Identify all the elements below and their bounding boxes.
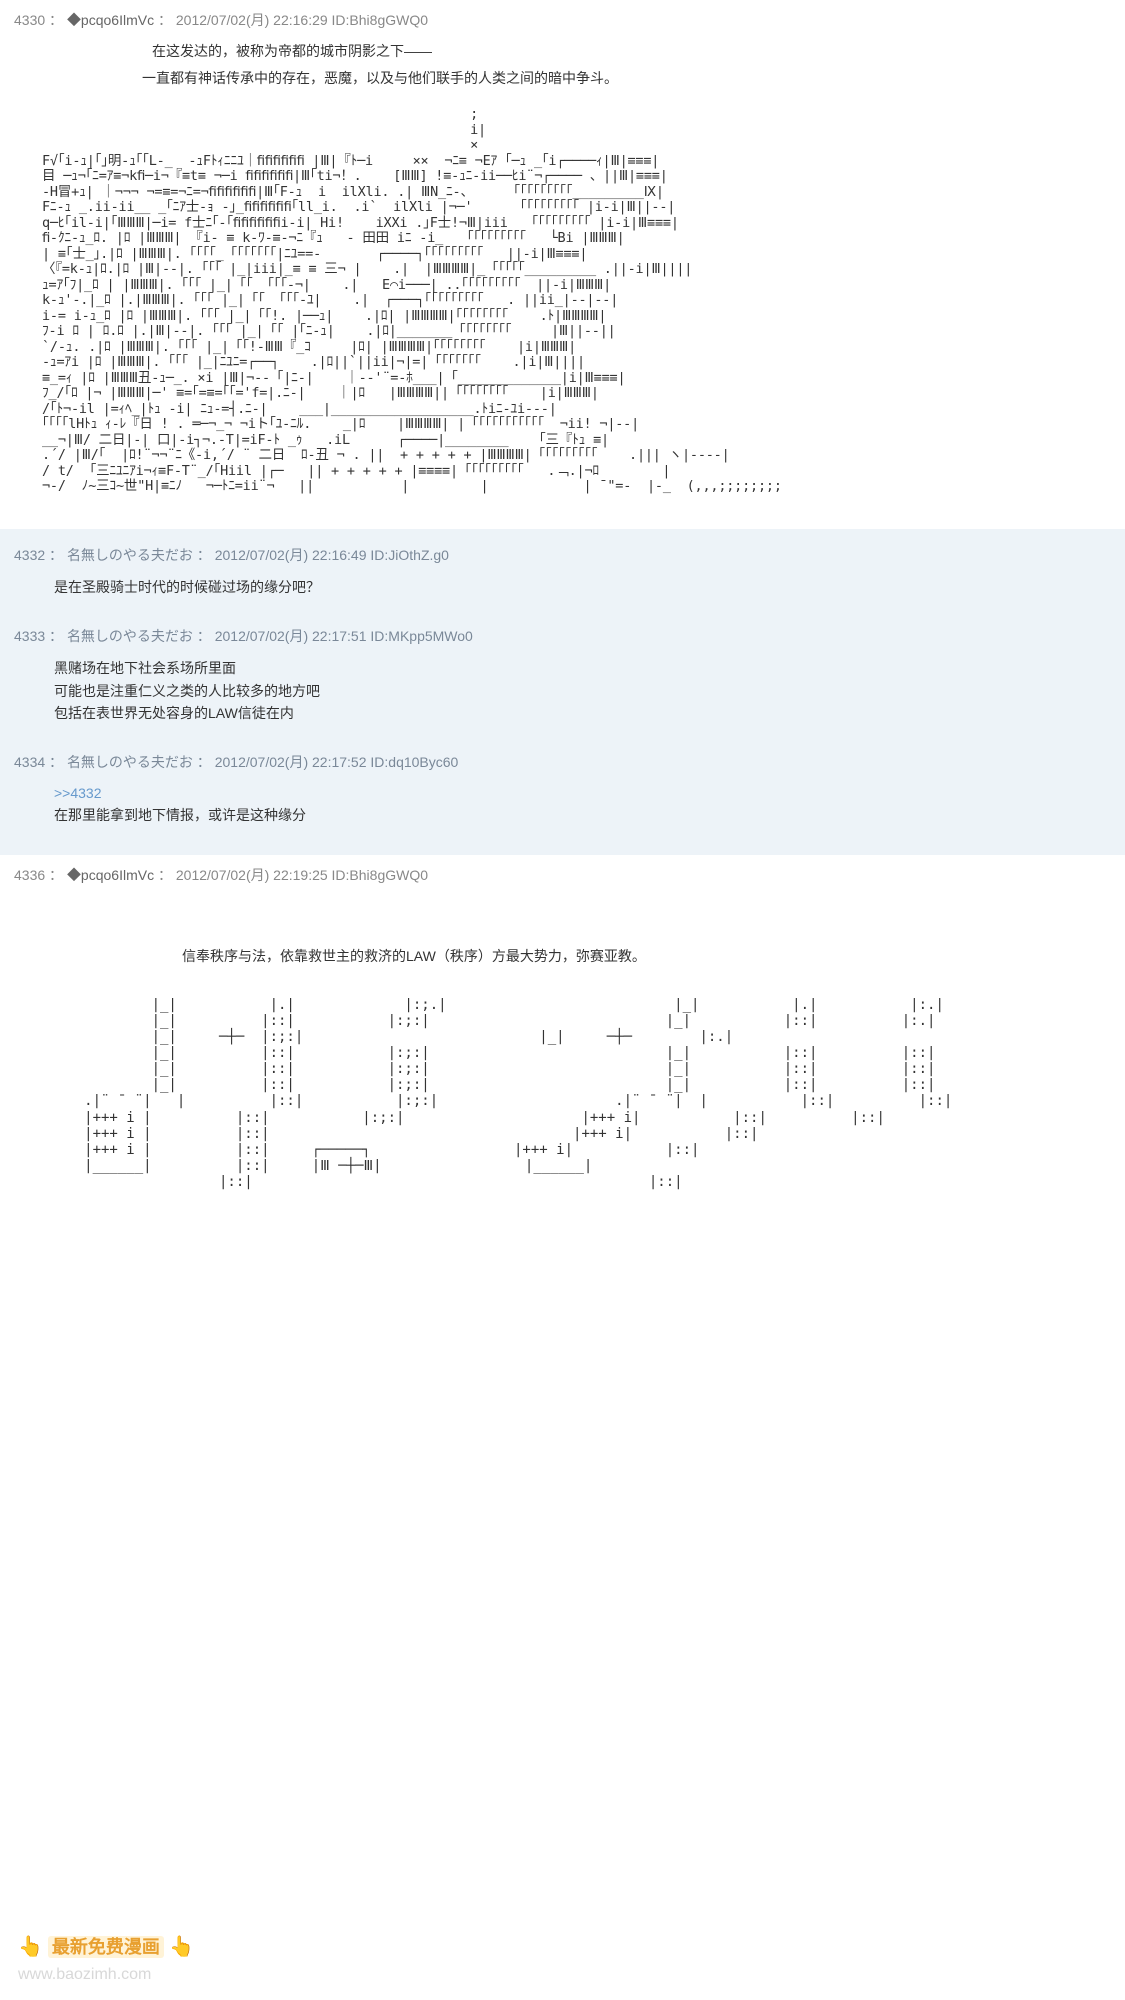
post-name: 名無しのやる夫だお bbox=[67, 754, 193, 770]
pointer-icon: 👆 bbox=[18, 1936, 43, 1958]
post-header: 4336 ： ◆pcqo6IlmVc ： 2012/07/02(月) 22:19… bbox=[14, 865, 1111, 886]
reply-text: 在那里能拿到地下情报，或许是这种缘分 bbox=[54, 804, 1111, 826]
post-number: 4334 bbox=[14, 754, 45, 770]
post-body: 信奉秩序与法，依靠救世主的救济的LAW（秩序）方最大势力，弥赛亚教。 |_| |… bbox=[42, 946, 1111, 1190]
post-header: 4330 ： ◆pcqo6IlmVc ： 2012/07/02(月) 22:16… bbox=[14, 10, 1111, 31]
reply-line: 黑赌场在地下社会系场所里面 bbox=[54, 657, 1111, 679]
post-header: 4332 ： 名無しのやる夫だお ： 2012/07/02(月) 22:16:4… bbox=[14, 545, 1111, 566]
watermark: 👆 最新免费漫画 👆 www.baozimh.com bbox=[18, 1933, 194, 1986]
post-name: 名無しのやる夫だお bbox=[67, 628, 193, 644]
watermark-url: www.baozimh.com bbox=[18, 1966, 151, 1983]
post-body: 在这发达的，被称为帝都的城市阴影之下—— 一直都有神话传承中的存在，恶魔，以及与… bbox=[42, 41, 1111, 495]
post-datetime: 2012/07/02(月) 22:17:51 bbox=[215, 628, 367, 644]
post-4330: 4330 ： ◆pcqo6IlmVc ： 2012/07/02(月) 22:16… bbox=[0, 0, 1125, 529]
post-header: 4333 ： 名無しのやる夫だお ： 2012/07/02(月) 22:17:5… bbox=[14, 626, 1111, 647]
post-id: ID:dq10Byc60 bbox=[370, 754, 458, 770]
post-4332: 4332 ： 名無しのやる夫だお ： 2012/07/02(月) 22:16:4… bbox=[0, 537, 1125, 618]
post-id: ID:Bhi8gGWQ0 bbox=[332, 867, 428, 883]
reply-line: 可能也是注重仁义之类的人比较多的地方吧 bbox=[54, 680, 1111, 702]
post-4336: 4336 ： ◆pcqo6IlmVc ： 2012/07/02(月) 22:19… bbox=[0, 855, 1125, 1214]
reply-block: 4332 ： 名無しのやる夫だお ： 2012/07/02(月) 22:16:4… bbox=[0, 529, 1125, 855]
post-id: ID:MKpp5MWo0 bbox=[370, 628, 472, 644]
story-text-1: 在这发达的，被称为帝都的城市阴影之下—— bbox=[152, 41, 1111, 62]
post-datetime: 2012/07/02(月) 22:16:49 bbox=[215, 547, 367, 563]
reply-text: 黑赌场在地下社会系场所里面 可能也是注重仁义之类的人比较多的地方吧 包括在表世界… bbox=[54, 657, 1111, 724]
reply-reference[interactable]: >>4332 bbox=[54, 783, 1111, 804]
post-4334: 4334 ： 名無しのやる夫だお ： 2012/07/02(月) 22:17:5… bbox=[0, 744, 1125, 846]
story-text-2: 一直都有神话传承中的存在，恶魔，以及与他们联手的人类之间的暗中争斗。 bbox=[142, 68, 1111, 89]
post-number: 4333 bbox=[14, 628, 45, 644]
post-number: 4336 bbox=[14, 867, 45, 883]
reply-line: 包括在表世界无处容身的LAW信徒在内 bbox=[54, 702, 1111, 724]
post-id: ID:Bhi8gGWQ0 bbox=[332, 12, 428, 28]
ascii-art-cityscape: ; i| × F√｢i-ｭ|｢｣明-ｭ｢｢L-_ -ｭFﾄｨﾆﾆﾕ｜ﬁﬁﬁﬁﬁﬁ… bbox=[42, 107, 1111, 495]
post-number: 4330 bbox=[14, 12, 45, 28]
post-header: 4334 ： 名無しのやる夫だお ： 2012/07/02(月) 22:17:5… bbox=[14, 752, 1111, 773]
post-name: ◆pcqo6IlmVc bbox=[67, 12, 154, 28]
reply-text: 是在圣殿骑士时代的时候碰过场的缘分吧？ bbox=[54, 576, 1111, 598]
story-text: 信奉秩序与法，依靠救世主的救济的LAW（秩序）方最大势力，弥赛亚教。 bbox=[182, 946, 1111, 967]
post-datetime: 2012/07/02(月) 22:17:52 bbox=[215, 754, 367, 770]
post-name: 名無しのやる夫だお bbox=[67, 547, 193, 563]
post-id: ID:JiOthZ.g0 bbox=[370, 547, 449, 563]
pointer-icon: 👆 bbox=[169, 1936, 194, 1958]
watermark-text: 最新免费漫画 bbox=[48, 1936, 164, 1958]
post-4333: 4333 ： 名無しのやる夫だお ： 2012/07/02(月) 22:17:5… bbox=[0, 618, 1125, 744]
ascii-art-crosses: |_| |.| |:;.| |_| |.| |:.| |_| |::| |:;:… bbox=[42, 997, 1111, 1190]
post-datetime: 2012/07/02(月) 22:16:29 bbox=[176, 12, 328, 28]
post-datetime: 2012/07/02(月) 22:19:25 bbox=[176, 867, 328, 883]
post-number: 4332 bbox=[14, 547, 45, 563]
post-name: ◆pcqo6IlmVc bbox=[67, 867, 154, 883]
